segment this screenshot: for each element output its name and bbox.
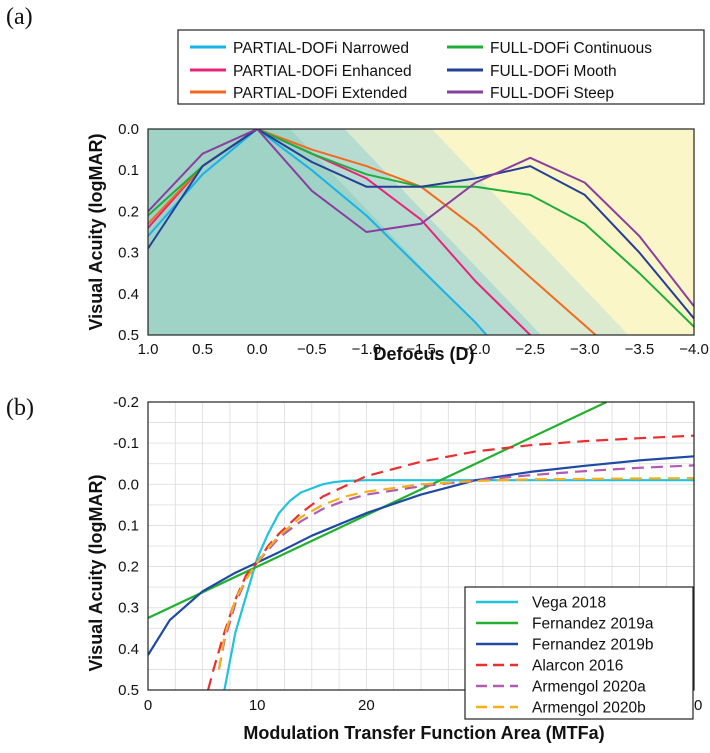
zone-teal: [148, 129, 487, 335]
series-b-5: [217, 477, 694, 670]
x-tick-a-6: −2.0: [461, 341, 491, 358]
legend-b: Vega 2018 Fernandez 2019a Fernandez 2019…: [464, 586, 694, 720]
y-tick-a-1: 0.1: [118, 162, 139, 179]
series-a-5: [148, 129, 694, 307]
y-tick-b-7: 0.5: [118, 682, 139, 699]
panel-b: (b) 01020304050-0.2-0.10.00.10.20.30.40.…: [6, 394, 702, 743]
x-tick-a-3: −0.5: [297, 341, 327, 358]
y-tick-a-5: 0.5: [118, 327, 139, 344]
legend-a-label-4: FULL-DOFi Mooth: [490, 63, 617, 80]
y-tick-b-5: 0.3: [118, 600, 139, 617]
panel-a: (a) PARTIAL-DOFi Narrowed PARTIAL-DOFi E…: [6, 4, 709, 364]
plot-frame-b: [147, 401, 695, 691]
plot-area-a: 1.0 0.5 0.0 −0.5 −1.0 −1.5 −2.0 −2.5 −3.0 −3.5 −4.…: [118, 121, 709, 358]
legend-a-label-1: PARTIAL-DOFi Enhanced: [233, 63, 412, 80]
series-b-3: [207, 434, 694, 690]
legend-b-label-1: Fernandez 2019a: [532, 616, 654, 633]
series-b-1: [148, 402, 608, 619]
x-axis-title-b: Modulation Transfer Function Area (MTFa): [243, 723, 604, 743]
x-tick-a-8: −3.0: [570, 341, 600, 358]
legend-b-label-4: Armengol 2020a: [532, 679, 646, 696]
y-tick-a-2: 0.2: [118, 203, 139, 220]
legend-a-label-2: PARTIAL-DOFi Extended: [233, 85, 407, 102]
legend-a-box: [177, 29, 705, 105]
legend-a: PARTIAL-DOFi Narrowed PARTIAL-DOFi Enhan…: [177, 29, 705, 105]
y-tick-b-1: -0.1: [113, 435, 139, 452]
legend-a-label-3: FULL-DOFi Continuous: [490, 40, 652, 57]
y-axis-title-a: Visual Acuity (logMAR): [86, 133, 106, 330]
x-tick-a-5: −1.5: [406, 341, 436, 358]
y-axis-title-b: Visual Acuity (logMAR): [86, 474, 106, 671]
y-tick-b-6: 0.4: [118, 641, 139, 658]
x-tick-b-0: 0: [144, 697, 152, 714]
y-tick-b-4: 0.2: [118, 559, 139, 576]
x-tick-a-9: −3.5: [625, 341, 655, 358]
panel-b-label: (b): [6, 395, 34, 421]
x-tick-a-10: −4.0: [679, 341, 709, 358]
y-tick-a-0: 0.0: [118, 121, 139, 138]
y-tick-b-2: 0.0: [118, 476, 139, 493]
legend-b-label-0: Vega 2018: [532, 595, 606, 612]
series-a-0: [148, 129, 488, 335]
legend-a-label-5: FULL-DOFi Steep: [490, 85, 614, 102]
legend-b-label-3: Alarcon 2016: [532, 658, 623, 675]
x-tick-a-2: 0.0: [247, 341, 268, 358]
y-tick-a-4: 0.4: [118, 286, 139, 303]
y-tick-b-0: -0.2: [113, 394, 139, 411]
legend-b-label-2: Fernandez 2019b: [532, 637, 654, 654]
legend-a-label-0: PARTIAL-DOFi Narrowed: [233, 40, 409, 57]
legend-b-label-5: Armengol 2020b: [532, 700, 646, 717]
x-tick-b-1: 10: [249, 697, 266, 714]
x-axis-title-a: Defocus (D): [373, 344, 474, 364]
series-a-4: [148, 129, 694, 320]
x-tick-a-4: −1.0: [352, 341, 382, 358]
background-zones: [148, 129, 694, 335]
x-tick-a-0: 1.0: [138, 341, 159, 358]
x-tick-b-2: 20: [358, 697, 375, 714]
plot-frame-a: [147, 128, 695, 336]
series-b-2: [148, 455, 694, 656]
panel-a-label: (a): [6, 4, 33, 30]
x-tick-a-1: 0.5: [192, 341, 213, 358]
x-tick-a-7: −2.5: [515, 341, 545, 358]
legend-b-box: [464, 586, 694, 720]
y-tick-a-3: 0.3: [118, 245, 139, 262]
y-tick-b-3: 0.1: [118, 517, 139, 534]
